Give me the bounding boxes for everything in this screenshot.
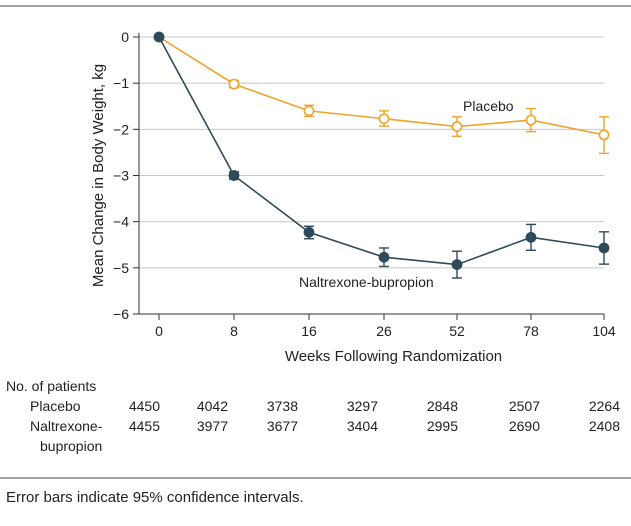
- patients-row-label: Naltrexone-: [30, 418, 103, 434]
- data-point: [525, 231, 537, 243]
- grid: [139, 36, 604, 315]
- patients-count: 4042: [197, 398, 228, 414]
- patients-table: No. of patients Placebo 4450 4042 3738 3297 28…: [6, 378, 620, 454]
- labels: Weeks Following Randomization Mean Change…: [90, 64, 514, 365]
- patients-count: 3404: [347, 418, 378, 434]
- patients-count: 3977: [197, 418, 228, 434]
- x-tick-label: 104: [592, 323, 616, 339]
- x-tick-label: 78: [523, 323, 539, 339]
- series-line: [158, 36, 605, 266]
- series-label-placebo: Placebo: [463, 98, 514, 114]
- figure-caption: Error bars indicate 95% confidence inter…: [6, 489, 304, 506]
- series-layer: [153, 31, 610, 279]
- series-naltrexone-bupropion: [153, 31, 610, 279]
- y-tick-label: 0: [121, 29, 129, 45]
- x-tick-label: 16: [301, 323, 317, 339]
- data-point: [303, 226, 315, 238]
- patients-count: 3297: [347, 398, 378, 414]
- y-axis-title: Mean Change in Body Weight, kg: [90, 64, 107, 287]
- x-tick-label: 0: [155, 323, 163, 339]
- y-tick-label: −2: [113, 121, 129, 137]
- data-point: [228, 170, 240, 181]
- axes: 0 −1 −2 −3 −4 −5 −6 0 8 16 26 52 78 104: [113, 29, 616, 339]
- patients-count: 2507: [509, 398, 540, 414]
- x-tick-label: 26: [376, 323, 392, 339]
- y-tick-label: −5: [113, 260, 129, 276]
- patients-count: 2408: [589, 418, 620, 434]
- patients-row-label: bupropion: [40, 438, 102, 454]
- x-axis-title: Weeks Following Randomization: [285, 348, 502, 365]
- y-tick-label: −3: [113, 168, 129, 184]
- data-point: [378, 251, 390, 263]
- data-point: [451, 121, 463, 132]
- x-tick-label: 52: [449, 323, 465, 339]
- patients-count: 3738: [267, 398, 298, 414]
- data-point: [598, 129, 610, 141]
- patients-count: 2264: [589, 398, 620, 414]
- patients-count: 4450: [129, 398, 160, 414]
- patients-count: 2995: [427, 418, 458, 434]
- patients-count: 4455: [129, 418, 160, 434]
- y-tick-label: −1: [113, 75, 129, 91]
- data-point: [303, 105, 315, 117]
- y-tick-label: −6: [113, 306, 129, 322]
- data-point: [525, 114, 537, 126]
- patients-count: 2690: [509, 418, 540, 434]
- data-point: [451, 259, 463, 271]
- data-point: [153, 31, 165, 43]
- patients-count: 3677: [267, 418, 298, 434]
- x-tick-label: 8: [230, 323, 238, 339]
- data-point: [378, 113, 390, 125]
- patients-heading: No. of patients: [6, 378, 96, 394]
- patients-count: 2848: [427, 398, 458, 414]
- series-label-naltrexone-bupropion: Naltrexone-bupropion: [299, 274, 434, 290]
- data-point: [598, 242, 610, 254]
- data-point: [228, 78, 240, 90]
- y-tick-label: −4: [113, 214, 129, 230]
- series-placebo: [153, 31, 610, 155]
- patients-row-label: Placebo: [30, 398, 81, 414]
